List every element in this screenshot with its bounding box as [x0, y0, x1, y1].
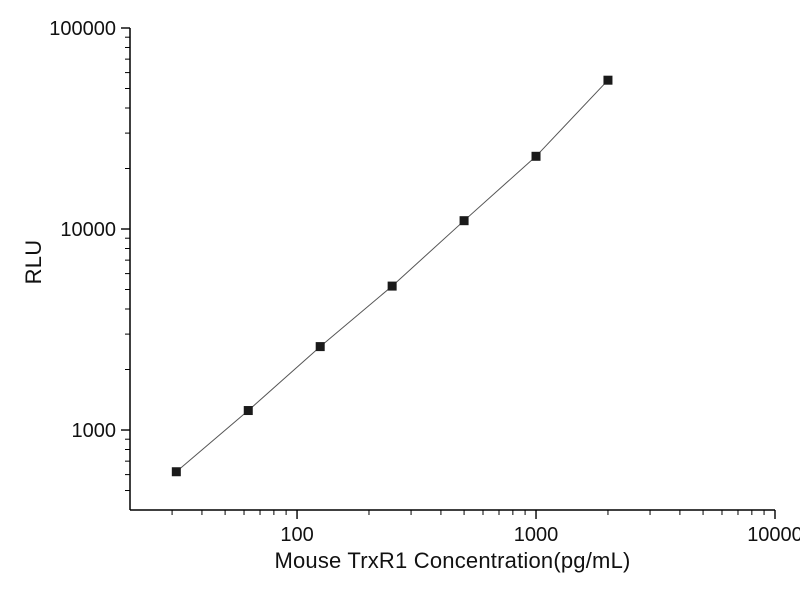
y-axis-ticks: 1000 10000 100000 — [49, 18, 130, 492]
data-point — [531, 151, 541, 161]
data-point — [243, 406, 253, 416]
data-point — [171, 467, 181, 477]
data-point — [387, 281, 397, 291]
data-point — [459, 216, 469, 226]
x-tick-label: 10000 — [747, 524, 800, 546]
y-tick-label: 10000 — [60, 219, 116, 241]
y-tick-label: 1000 — [72, 420, 117, 442]
axes — [129, 28, 775, 511]
data-point — [603, 75, 613, 85]
x-tick-label: 1000 — [514, 524, 559, 546]
x-axis-label: Mouse TrxR1 Concentration(pg/mL) — [274, 548, 631, 573]
y-axis-label: RLU — [21, 239, 46, 285]
x-tick-label: 100 — [280, 524, 313, 546]
y-tick-label: 100000 — [49, 18, 116, 40]
x-axis-ticks: 100 1000 10000 — [171, 510, 800, 546]
data-point — [315, 342, 325, 352]
data-points — [171, 75, 613, 477]
trend-line — [175, 79, 609, 473]
